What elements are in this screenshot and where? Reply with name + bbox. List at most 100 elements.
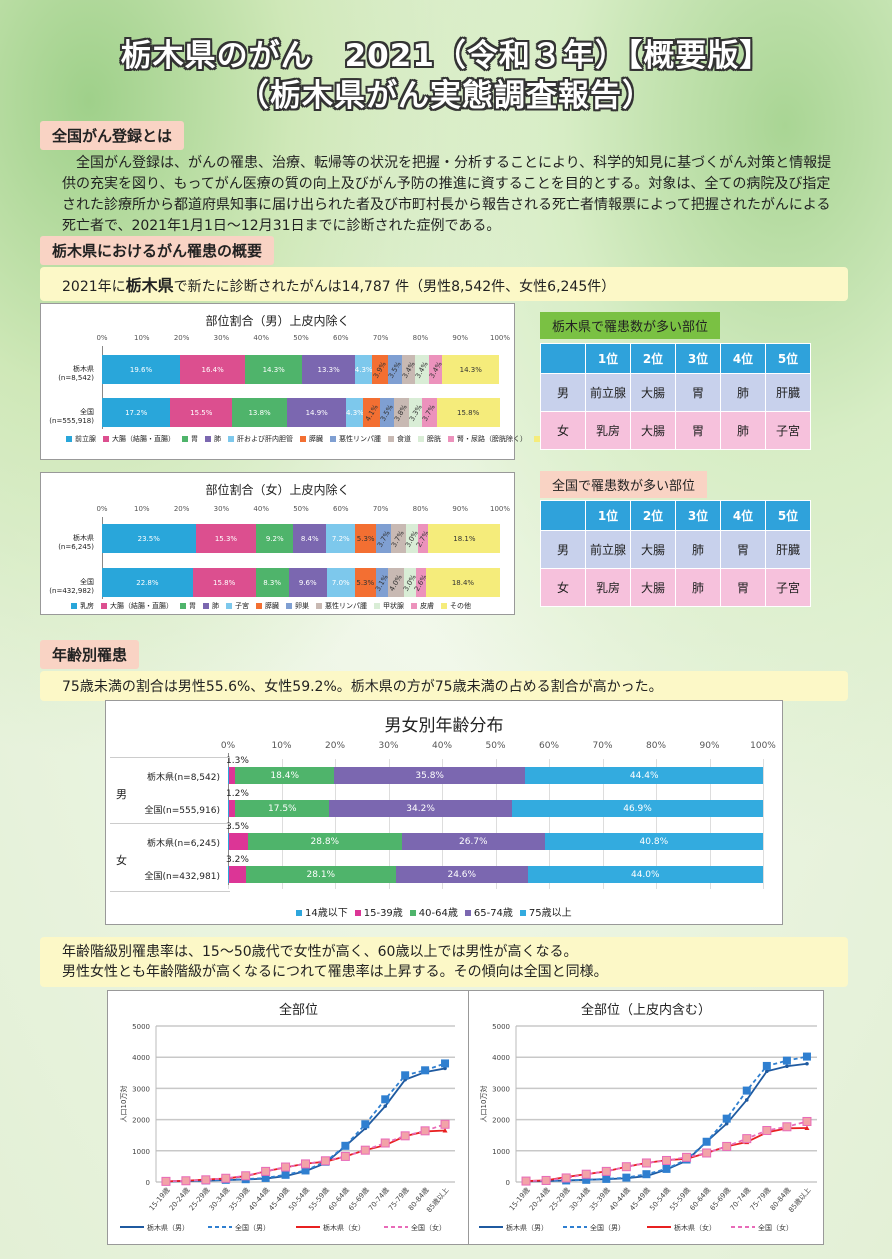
data-point	[241, 1171, 251, 1181]
table-cell: 胃	[675, 373, 721, 412]
data-label: 3.5%	[378, 402, 395, 423]
bar-segment: 24.6%	[395, 866, 528, 883]
legend-swatch-icon	[101, 603, 107, 609]
row-label: 栃木県(n=6,245)	[58, 533, 94, 551]
bar-segment: 4.3%	[346, 398, 364, 427]
data-point	[301, 1159, 310, 1169]
data-point	[782, 1122, 792, 1132]
legend-swatch-icon	[66, 436, 72, 442]
data-label: 4.3%	[354, 365, 373, 374]
gridline	[656, 759, 657, 889]
legend-swatch-icon	[286, 603, 292, 609]
y-tick-label: 5000	[492, 1023, 510, 1031]
tick-label: 40%	[253, 505, 269, 513]
legend-label: 大腸（結腸・直腸）	[110, 602, 173, 610]
page-title-line1: 栃木県のがん 2021（令和３年）【概要版】	[120, 38, 772, 74]
legend-label: 胃	[191, 435, 198, 443]
tick-label: 80%	[645, 741, 667, 751]
data-point	[221, 1173, 231, 1183]
header-cell: 4位	[720, 343, 766, 374]
table-cell: 肝臓	[765, 530, 811, 569]
table-cell: 子宮	[765, 411, 811, 450]
tick-label: 100%	[489, 334, 511, 342]
legend-swatch-icon	[103, 436, 109, 442]
data-point	[622, 1173, 631, 1182]
stacked-bar: 17.5% 34.2% 46.9%	[228, 800, 763, 817]
y-tick-label: 3000	[492, 1085, 510, 1093]
age-distribution-chart: 男女別年齢分布 0% 10% 20% 30% 40% 50% 60% 70% 80% 90% 100%…	[105, 700, 783, 925]
data-label: 18.4%	[270, 770, 299, 781]
data-label: 19.6%	[129, 365, 153, 374]
data-point	[602, 1174, 611, 1183]
incidence-rate-chart-in-situ: 全部位（上皮内含む） 0 1000 2000 3000 4000 5000 人口10万対 15-…	[468, 990, 824, 1245]
bar-segment: 14.3%	[245, 355, 303, 384]
data-point	[181, 1176, 191, 1186]
bar-segment: 9.6%	[288, 568, 327, 597]
age-rate-note: 年齢階級別罹患率は、15～50歳代で女性が高く、60歳以上では男性が高くなる。男…	[40, 937, 848, 987]
legend-item: 腎・尿路（膀胱除く）	[448, 434, 527, 444]
ranking-table-tochigi: 1位 2位 3位 4位 5位男前立腺 大腸胃肺肝臓女乳房 大腸胃肺子宮	[540, 343, 811, 450]
y-axis-label: 人口10万対	[119, 1086, 128, 1123]
data-point	[301, 1166, 310, 1175]
data-label: 14.9%	[305, 408, 328, 417]
registry-description: 全国がん登録は、がんの罹患、治療、転帰等の状況を把握・分析することにより、科学的…	[62, 155, 832, 234]
legend-swatch-icon	[519, 910, 526, 916]
legend-item: 甲状腺	[374, 601, 404, 611]
data-point	[381, 1095, 390, 1104]
legend-item: 大腸（結腸・直腸）	[103, 434, 175, 444]
data-point	[762, 1126, 772, 1136]
stacked-bar: 17.2% 15.5% 13.8% 14.9% 4.3% 4.1% 3.5% 3.8% 3.3%…	[102, 398, 500, 427]
note-line: 男性女性とも年齢階級が高くなるにつれて罹患率は上昇する。その傾向は全国と同様。	[62, 964, 608, 980]
table-cell: 胃	[720, 568, 766, 607]
data-label: 14.3%	[459, 365, 482, 374]
header-cell	[540, 500, 586, 531]
legend-item: 胃	[182, 434, 198, 444]
legend-item: 胃	[180, 601, 196, 611]
bar-segment: 5.3%	[355, 524, 377, 553]
table-row: 女乳房 大腸肺胃子宮	[540, 568, 811, 607]
data-label: 8.3%	[263, 578, 282, 587]
stacked-bar: 28.1% 24.6% 44.0%	[228, 866, 763, 883]
tick-label: 90%	[452, 505, 468, 513]
section-heading-overview: 栃木県におけるがん罹患の概要	[40, 236, 275, 265]
data-label: 24.6%	[447, 869, 477, 880]
legend-label: 悪性リンパ腫	[325, 602, 367, 610]
group-label: 男	[116, 788, 127, 801]
tick-label: 20%	[324, 741, 346, 751]
group-divider	[110, 757, 230, 758]
group-divider	[110, 823, 230, 824]
table-cell: 前立腺	[585, 530, 631, 569]
legend-label: 膀胱	[427, 435, 441, 443]
data-label: 15.3%	[214, 534, 238, 543]
data-point	[420, 1126, 430, 1136]
data-point	[742, 1086, 751, 1095]
data-point	[642, 1170, 651, 1179]
legend-label: 全国（女）	[411, 1223, 446, 1232]
data-point	[802, 1052, 811, 1061]
table-cell: 胃	[675, 411, 721, 450]
legend-label: 乳房	[80, 602, 94, 610]
bar-segment: 34.2%	[329, 800, 513, 817]
legend-swatch-icon	[409, 910, 416, 916]
tick-label: 40%	[431, 741, 453, 751]
data-label: 46.9%	[623, 803, 652, 814]
group-divider	[110, 891, 230, 892]
bar-segment	[228, 866, 229, 883]
table-cell: 乳房	[585, 568, 631, 607]
bar-segment: 7.2%	[326, 524, 356, 553]
data-point	[641, 1158, 651, 1168]
data-point	[582, 1175, 591, 1184]
legend-item: 膀胱	[418, 434, 441, 444]
header-cell: 4位	[720, 500, 766, 531]
tick-label: 90%	[452, 334, 468, 342]
data-label: 5.3%	[356, 534, 375, 543]
data-label: 40.8%	[639, 836, 669, 847]
bar-segment: 8.3%	[255, 568, 289, 597]
legend-label: 膵臓	[309, 435, 323, 443]
legend-label: 腎・尿路（膀胱除く）	[457, 435, 527, 443]
legend-label: 全国（女）	[758, 1223, 793, 1232]
stacked-bar: 18.4% 35.8% 44.4%	[228, 767, 763, 784]
gridline	[602, 759, 604, 889]
data-point	[805, 1061, 809, 1066]
legend-label: その他	[450, 602, 471, 610]
